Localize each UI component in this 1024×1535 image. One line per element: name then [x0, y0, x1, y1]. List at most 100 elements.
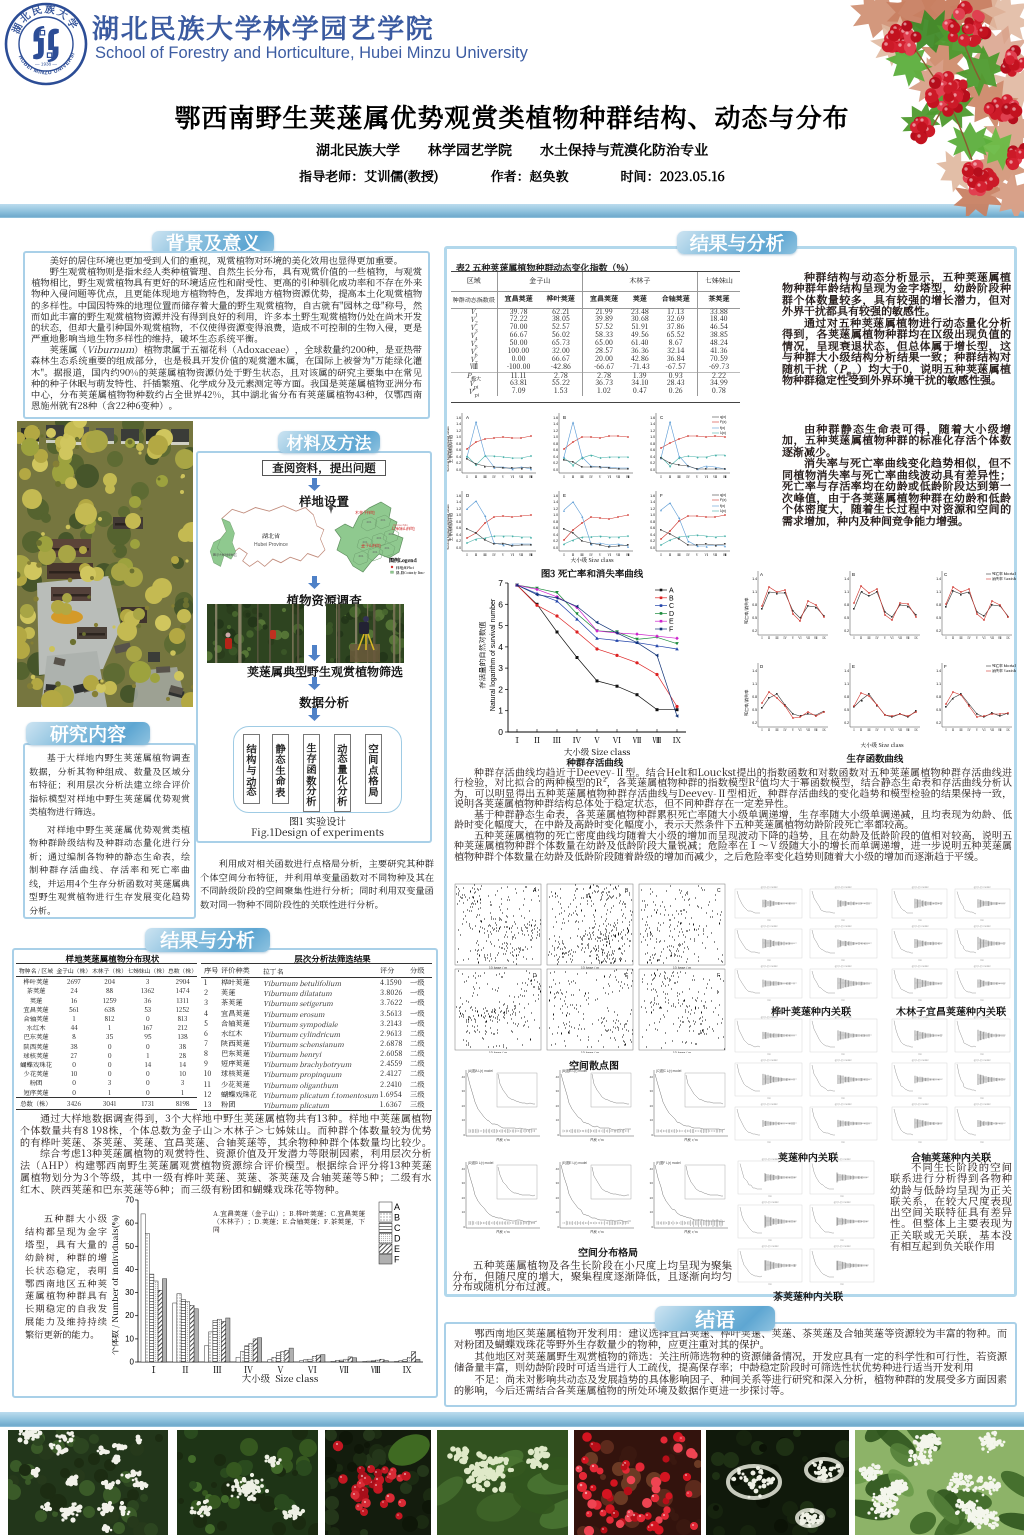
svg-text:0.6: 0.6 — [650, 526, 655, 530]
svg-text:Ⅲ: Ⅲ — [775, 635, 778, 640]
svg-text:g(r) L(r) model: g(r) L(r) model — [835, 1058, 852, 1062]
svg-text:201: 201 — [358, 554, 363, 558]
svg-text:0.8: 0.8 — [752, 695, 757, 699]
svg-text:1.4: 1.4 — [844, 669, 849, 673]
svg-text:消失率 Vanish rate: 消失率 Vanish rate — [992, 668, 1016, 674]
svg-text:0.4: 0.4 — [650, 455, 655, 459]
svg-text:1.0: 1.0 — [553, 435, 558, 439]
svg-text:r/m: r/m — [980, 918, 984, 922]
svg-text:f(x): f(x) — [720, 426, 725, 430]
svg-text:Ⅳ: Ⅳ — [686, 553, 690, 558]
svg-text:Ⅳ: Ⅳ — [589, 553, 593, 558]
svg-text:Ⅲ: Ⅲ — [580, 553, 584, 558]
svg-text:1.0: 1.0 — [456, 513, 461, 517]
svg-text:g(r) L(r) model: g(r) L(r) model — [974, 1015, 991, 1019]
svg-text:七姊妹山样地: 七姊妹山样地 — [391, 526, 415, 532]
svg-text:C: C — [944, 572, 948, 577]
svg-text:F: F — [717, 973, 720, 979]
svg-text:g(r) L(r) model: g(r) L(r) model — [912, 885, 929, 889]
svg-text:30: 30 — [556, 1089, 560, 1093]
svg-text:湖北省: 湖北省 — [262, 531, 280, 540]
svg-text:Ⅵ: Ⅵ — [981, 635, 985, 640]
svg-text:图示大样地采样区: 图示大样地采样区 — [213, 553, 238, 557]
svg-text:Ⅰ: Ⅰ — [760, 727, 763, 732]
svg-text:0: 0 — [651, 1225, 653, 1229]
svg-text:r/m: r/m — [840, 1238, 844, 1242]
svg-text:1.2: 1.2 — [553, 429, 558, 433]
svg-text:1.4: 1.4 — [650, 500, 655, 504]
svg-text:g(r) L(r) model: g(r) L(r) model — [834, 1200, 851, 1204]
svg-text:Ⅵ: Ⅵ — [606, 475, 611, 480]
svg-text:g(r) L(r) model: g(r) L(r) model — [761, 924, 778, 928]
svg-text:Ⅵ: Ⅵ — [981, 727, 985, 732]
svg-text:Ⅷ: Ⅷ — [625, 553, 630, 558]
svg-text:Ⅵ: Ⅵ — [509, 553, 514, 558]
svg-text:Ⅳ: Ⅳ — [492, 475, 496, 480]
svg-text:1.4: 1.4 — [936, 577, 941, 581]
svg-text:Ⅴ: Ⅴ — [883, 635, 886, 640]
svg-text:1.4: 1.4 — [456, 422, 461, 426]
svg-text:Ⅳ: Ⅳ — [783, 727, 787, 732]
svg-text:0.0: 0.0 — [553, 468, 558, 472]
svg-text:r/m: r/m — [767, 1140, 771, 1144]
svg-text:B: B — [852, 572, 855, 577]
svg-text:Ⅶ: Ⅶ — [519, 475, 523, 480]
svg-text:30: 30 — [650, 1089, 654, 1093]
svg-text:0.6: 0.6 — [650, 448, 655, 452]
svg-text:0.2: 0.2 — [752, 721, 757, 725]
svg-text:1.2: 1.2 — [456, 507, 461, 511]
svg-text:Ⅷ: Ⅷ — [370, 1363, 381, 1376]
svg-text:r/m: r/m — [980, 1140, 984, 1144]
svg-text:Ⅳ: Ⅳ — [589, 475, 593, 480]
svg-text:D: D — [394, 1234, 401, 1244]
svg-text:生存函数估计值: 生存函数估计值 — [448, 513, 454, 542]
svg-text:Ⅱ: Ⅱ — [474, 553, 478, 558]
svg-text:Ⅲ: Ⅲ — [553, 734, 562, 746]
svg-text:10: 10 — [556, 1118, 560, 1122]
svg-text:g(r) L(r) model: g(r) L(r) model — [761, 964, 778, 968]
svg-text:g(r) L(r) model: g(r) L(r) model — [835, 1102, 852, 1106]
svg-text:λ(x): λ(x) — [720, 509, 726, 513]
svg-text:20: 20 — [125, 1311, 134, 1320]
svg-text:大小级 Size class: 大小级 Size class — [860, 741, 903, 749]
svg-text:g(r) L(r) model: g(r) L(r) model — [974, 924, 991, 928]
svg-text:大小级 Size class: 大小级 Size class — [570, 556, 613, 563]
svg-text:A: A — [394, 1202, 400, 1212]
svg-text:木林子样地: 木林子样地 — [354, 510, 375, 516]
svg-text:7: 7 — [498, 578, 503, 588]
svg-text:0.4: 0.4 — [650, 533, 655, 537]
svg-text:q(x): q(x) — [720, 493, 726, 497]
svg-text:0.8: 0.8 — [844, 603, 849, 607]
svg-text:死亡率/消失率: 死亡率/消失率 — [744, 689, 750, 716]
svg-text:g(r) L(r) model: g(r) L(r) model — [834, 1244, 851, 1248]
svg-text:Survival function estimated va: Survival function estimated values — [446, 504, 450, 550]
svg-text:Ⅷ: Ⅷ — [905, 727, 910, 732]
svg-text:Ⅸ: Ⅸ — [403, 1363, 412, 1376]
svg-text:r/m: r/m — [841, 1052, 845, 1056]
svg-text:0.4: 0.4 — [553, 533, 558, 537]
svg-text:D: D — [466, 493, 470, 498]
svg-text:1.6: 1.6 — [650, 494, 655, 498]
svg-text:Ⅳ: Ⅳ — [573, 734, 582, 746]
svg-text:g(r) L(r) model: g(r) L(r) model — [912, 1102, 929, 1106]
svg-text:Ⅰ: Ⅰ — [465, 553, 469, 558]
svg-text:E: E — [394, 1244, 400, 1254]
svg-text:r/m: r/m — [767, 918, 771, 922]
svg-text:1.6: 1.6 — [650, 416, 655, 420]
svg-text:Qizimei Mtn: Qizimei Mtn — [393, 523, 408, 527]
svg-text:g(r) L(r) model: g(r) L(r) model — [761, 1015, 778, 1019]
svg-text:30: 30 — [125, 1288, 134, 1297]
svg-text:Ⅶ: Ⅶ — [806, 727, 810, 732]
svg-text:Ⅶ: Ⅶ — [519, 553, 523, 558]
svg-text:Ⅶ: Ⅶ — [806, 635, 810, 640]
svg-text:D: D — [760, 664, 764, 669]
svg-text:r/m: r/m — [841, 998, 845, 1002]
svg-text:g(r) L(r) model: g(r) L(r) model — [762, 1244, 779, 1248]
svg-text:E: E — [669, 619, 674, 626]
svg-text:Ⅸ: Ⅸ — [914, 635, 918, 640]
svg-text:Ⅷ: Ⅷ — [997, 727, 1002, 732]
svg-text:Ⅱ: Ⅱ — [668, 475, 672, 480]
svg-text:尺度 r/m: 尺度 r/m — [495, 1137, 510, 1142]
svg-text:10 base / m: 10 base / m — [489, 966, 507, 970]
svg-text:0.2: 0.2 — [936, 721, 941, 725]
